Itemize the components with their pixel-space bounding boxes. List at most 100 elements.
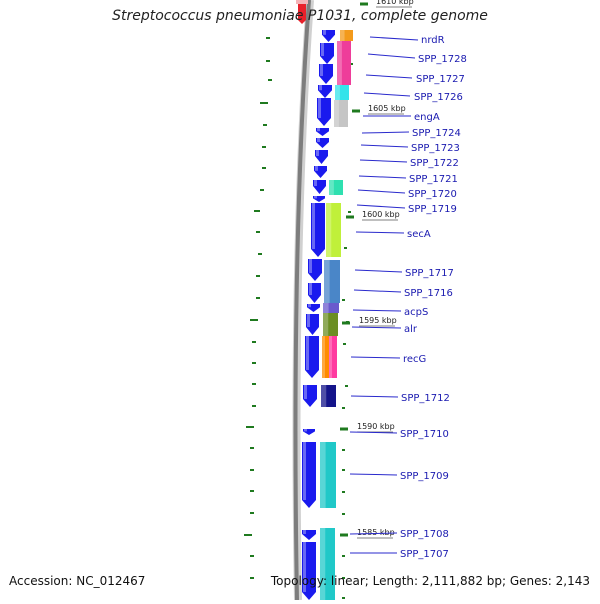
annotation-block-shine	[340, 30, 345, 41]
gene-arrow[interactable]	[313, 196, 325, 202]
gene-arrow[interactable]	[314, 166, 327, 178]
gene-arrow-shine	[314, 180, 317, 186]
position-ticks	[244, 3, 365, 599]
annotation-block-shine	[320, 528, 326, 600]
gene-label[interactable]: SPP_1709	[400, 471, 449, 482]
genome-summary: Topology: linear; Length: 2,111,882 bp; …	[270, 574, 590, 588]
gene-label[interactable]: recG	[403, 354, 426, 365]
gene-label[interactable]: SPP_1708	[400, 529, 449, 540]
gene-label[interactable]: SPP_1726	[414, 92, 463, 103]
annotation-block-shine	[322, 336, 325, 378]
annotation-block-shine	[320, 442, 326, 508]
gene-arrow[interactable]	[318, 85, 332, 98]
accession-label: Accession: NC_012467	[9, 574, 146, 588]
gene-arrow-shine	[303, 442, 306, 500]
scale-label: 1585 kbp	[357, 528, 395, 537]
annotation-block-shine	[329, 180, 334, 195]
gene-arrows	[302, 30, 335, 600]
gene-label[interactable]: SPP_1716	[404, 288, 453, 299]
gene-arrow[interactable]	[307, 304, 320, 312]
gene-arrow-shine	[315, 166, 318, 171]
gene-arrow-shine	[304, 385, 307, 399]
annotation-block[interactable]	[329, 180, 343, 195]
scale-label: 1610 kbp	[376, 0, 414, 6]
gene-label[interactable]: SPP_1722	[410, 158, 459, 169]
gene-arrow[interactable]	[302, 530, 316, 540]
annotation-block[interactable]	[323, 303, 339, 313]
annotation-block[interactable]	[321, 385, 336, 407]
gene-arrow[interactable]	[303, 429, 315, 435]
gene-label[interactable]: secA	[407, 229, 431, 240]
gene-label[interactable]: SPP_1728	[418, 54, 467, 65]
gene-arrow[interactable]	[308, 259, 322, 281]
gene-leader-line	[352, 309, 402, 312]
annotation-block-shine	[334, 100, 339, 127]
gene-arrow-shine	[321, 43, 324, 56]
scale-label: 1605 kbp	[368, 104, 406, 113]
gene-label[interactable]: SPP_1707	[400, 549, 449, 560]
gene-arrow[interactable]	[302, 542, 316, 600]
gene-leader-line	[349, 431, 398, 434]
gene-arrow[interactable]	[317, 98, 331, 126]
gene-label[interactable]: nrdR	[421, 35, 445, 46]
gene-label[interactable]: SPP_1717	[405, 268, 454, 279]
gene-arrow-shine	[303, 530, 306, 534]
gene-label[interactable]: SPP_1724	[412, 128, 461, 139]
annotation-block[interactable]	[320, 528, 335, 600]
gene-label[interactable]: SPP_1721	[409, 174, 458, 185]
gene-arrow-shine	[309, 283, 312, 295]
gene-arrow-shine	[309, 259, 312, 273]
gene-arrow[interactable]	[319, 64, 333, 84]
annotation-block[interactable]	[324, 260, 340, 303]
annotation-block-shine	[326, 203, 332, 257]
gene-leader-line	[361, 131, 410, 134]
gene-arrow[interactable]	[302, 442, 316, 508]
gene-arrow[interactable]	[315, 150, 328, 164]
gene-arrow[interactable]	[305, 336, 319, 378]
annotation-block-shine	[323, 303, 329, 313]
gene-label[interactable]: SPP_1720	[408, 189, 457, 200]
annotation-block[interactable]	[320, 442, 336, 508]
gene-arrow[interactable]	[311, 203, 325, 257]
annotation-block[interactable]	[323, 313, 338, 336]
annotation-block-shine	[329, 336, 332, 378]
annotation-block[interactable]	[335, 85, 349, 100]
gene-label[interactable]: SPP_1710	[400, 429, 449, 440]
annotation-block[interactable]	[340, 30, 353, 41]
scale-label: 1590 kbp	[357, 422, 395, 431]
gene-arrow-shine	[308, 304, 311, 308]
gene-leader-line	[350, 395, 399, 398]
gene-leader-line	[354, 269, 403, 273]
gene-arrow-shine	[317, 138, 320, 142]
gene-leader-line	[359, 159, 408, 163]
gene-label[interactable]: SPP_1719	[408, 204, 457, 215]
gene-leader-line	[356, 204, 406, 209]
gene-arrow[interactable]	[316, 138, 329, 148]
gene-arrow[interactable]	[316, 128, 329, 136]
gene-arrow[interactable]	[313, 180, 326, 194]
gene-label[interactable]: SPP_1723	[411, 143, 460, 154]
gene-leader-line	[349, 473, 398, 476]
gene-arrow[interactable]	[306, 314, 319, 335]
gene-arrow-shine	[316, 150, 319, 156]
annotation-block[interactable]	[334, 100, 348, 127]
gene-label[interactable]: alr	[404, 324, 418, 335]
annotation-block[interactable]	[322, 336, 329, 378]
gene-arrow-shine	[317, 128, 320, 132]
annotation-block[interactable]	[337, 41, 351, 85]
scale-marks: 1610 kbp 1605 kbp 1600 kbp 1595 kbp 1590 kbp…	[340, 0, 414, 539]
gene-arrow[interactable]	[308, 283, 321, 303]
gene-arrow[interactable]	[320, 43, 334, 64]
gene-arrow[interactable]	[303, 385, 317, 407]
gene-arrow-shine	[319, 85, 322, 91]
gene-label[interactable]: acpS	[404, 307, 428, 318]
annotation-block[interactable]	[329, 336, 337, 378]
gene-label[interactable]: SPP_1712	[401, 393, 450, 404]
gene-label[interactable]: engA	[414, 112, 440, 123]
gene-arrow-shine	[312, 203, 315, 249]
annotation-block[interactable]	[326, 203, 341, 257]
gene-label[interactable]: SPP_1727	[416, 74, 465, 85]
gene-arrow[interactable]	[322, 30, 335, 42]
